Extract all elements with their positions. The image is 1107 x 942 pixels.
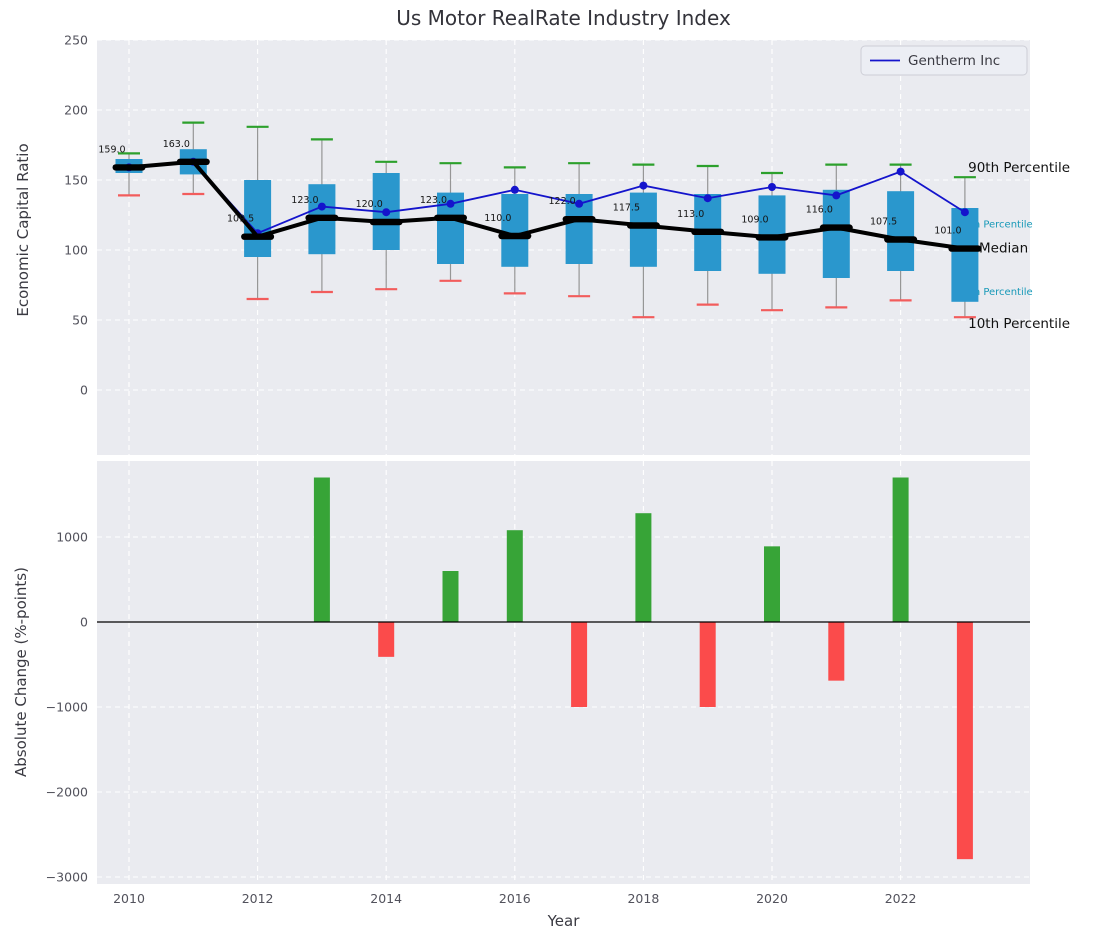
legend-box <box>860 45 1028 76</box>
bottom-y-tick-label: 0 <box>80 615 88 630</box>
median-value-label: 101.0 <box>934 226 961 237</box>
gentherm-line <box>128 160 966 235</box>
top-y-tick-label: 0 <box>80 383 88 398</box>
bar-increase <box>892 477 909 622</box>
median-marker <box>241 233 275 240</box>
median-marker <box>176 158 210 165</box>
bar-decrease <box>699 622 716 707</box>
median-marker <box>948 245 982 252</box>
gentherm-marker <box>575 199 584 208</box>
median-marker <box>884 236 918 243</box>
percentile-annotation: Median <box>979 240 1028 256</box>
legend-label: Gentherm Inc <box>908 53 1000 69</box>
gentherm-marker <box>896 167 905 176</box>
median-marker <box>626 222 660 229</box>
bottom-axes-background <box>97 461 1030 884</box>
median-marker <box>112 164 146 171</box>
median-value-label: 163.0 <box>163 139 190 150</box>
bottom-y-tick-label: 1000 <box>56 530 88 545</box>
median-marker <box>434 214 467 221</box>
bottom-y-tick-label: −3000 <box>46 870 88 885</box>
x-tick-label: 2010 <box>113 891 145 906</box>
bar-increase <box>635 513 652 622</box>
bar-decrease <box>571 622 588 707</box>
gentherm-marker <box>703 194 712 203</box>
bottom-y-axis-label: Absolute Change (%-points) <box>12 567 30 777</box>
top-y-tick-label: 100 <box>64 243 88 258</box>
median-value-label: 120.0 <box>356 199 383 210</box>
gentherm-marker <box>510 185 519 194</box>
gentherm-marker <box>317 202 326 211</box>
bar-decrease <box>828 622 845 681</box>
median-value-label: 116.0 <box>806 205 833 216</box>
box-interquartile <box>629 192 657 267</box>
gentherm-marker <box>639 181 648 190</box>
x-tick-label: 2020 <box>756 891 788 906</box>
bar-increase <box>764 546 780 622</box>
box-interquartile <box>501 194 529 267</box>
box-interquartile <box>951 208 979 302</box>
x-tick-label: 2012 <box>242 891 274 906</box>
chart-title: Us Motor RealRate Industry Index <box>396 6 731 30</box>
median-value-label: 159.0 <box>98 144 125 155</box>
median-value-label: 123.0 <box>291 195 318 206</box>
bottom-y-tick-label: −2000 <box>46 785 88 800</box>
percentile-annotation: 75th Percentile <box>957 220 1033 231</box>
median-value-label: 122.0 <box>548 196 575 207</box>
median-value-label: 110.0 <box>484 213 511 224</box>
box-interquartile <box>244 180 272 257</box>
bar-decrease <box>956 622 973 860</box>
bar-increase <box>506 530 523 622</box>
x-tick-label: 2016 <box>499 891 531 906</box>
top-y-tick-label: 200 <box>64 103 88 118</box>
x-tick-label: 2018 <box>627 891 659 906</box>
median-marker <box>691 228 725 235</box>
median-value-label: 123.0 <box>420 195 447 206</box>
bar-decrease <box>378 622 395 657</box>
top-y-tick-label: 150 <box>64 173 88 188</box>
median-value-label: 113.0 <box>677 209 704 220</box>
top-y-axis-label: Economic Capital Ratio <box>14 143 32 317</box>
median-marker <box>562 216 596 223</box>
gentherm-marker <box>382 208 391 217</box>
box-interquartile <box>822 189 850 278</box>
median-marker <box>755 234 789 241</box>
top-y-tick-label: 50 <box>72 313 88 328</box>
median-value-label: 117.5 <box>613 203 640 214</box>
gentherm-marker <box>832 191 841 200</box>
median-marker <box>305 214 339 221</box>
gentherm-marker <box>768 183 776 191</box>
gentherm-marker <box>960 208 969 217</box>
median-value-label: 109.0 <box>741 214 768 225</box>
bottom-y-tick-label: −1000 <box>46 700 88 715</box>
median-marker <box>819 224 853 231</box>
x-tick-label: 2022 <box>885 891 917 906</box>
top-y-tick-label: 250 <box>64 33 88 48</box>
median-value-label: 109.5 <box>227 214 254 225</box>
median-marker <box>498 232 532 240</box>
bar-increase <box>442 571 459 622</box>
x-tick-label: 2014 <box>370 891 402 906</box>
median-value-label: 107.5 <box>870 217 897 228</box>
percentile-annotation: 25th Percentile <box>957 287 1033 298</box>
box-interquartile <box>887 191 915 271</box>
median-marker <box>369 218 403 226</box>
bar-increase <box>313 477 330 622</box>
percentile-annotation: 90th Percentile <box>968 160 1070 176</box>
percentile-annotation: 10th Percentile <box>968 316 1070 332</box>
gentherm-marker <box>446 199 455 208</box>
x-axis-label: Year <box>547 912 580 930</box>
